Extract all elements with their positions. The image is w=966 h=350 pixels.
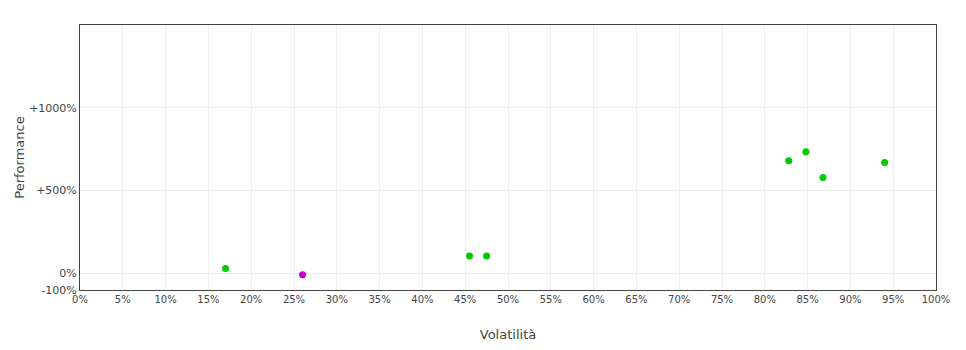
svg-text:70%: 70% <box>668 294 690 305</box>
svg-text:90%: 90% <box>839 294 861 305</box>
svg-text:+1000%: +1000% <box>29 102 77 115</box>
svg-text:45%: 45% <box>454 294 476 305</box>
svg-text:55%: 55% <box>540 294 562 305</box>
svg-text:30%: 30% <box>326 294 348 305</box>
svg-text:0%: 0% <box>59 267 76 280</box>
svg-text:10%: 10% <box>154 294 176 305</box>
svg-text:80%: 80% <box>754 294 776 305</box>
svg-text:35%: 35% <box>368 294 390 305</box>
svg-text:65%: 65% <box>625 294 647 305</box>
svg-text:60%: 60% <box>582 294 604 305</box>
svg-text:Performance: Performance <box>12 116 27 198</box>
svg-text:5%: 5% <box>115 294 131 305</box>
svg-text:25%: 25% <box>283 294 305 305</box>
svg-text:95%: 95% <box>882 294 904 305</box>
svg-text:85%: 85% <box>796 294 818 305</box>
svg-text:+500%: +500% <box>36 184 77 197</box>
svg-text:75%: 75% <box>711 294 733 305</box>
svg-text:-100%: -100% <box>41 284 76 297</box>
svg-text:Volatilità: Volatilità <box>480 327 536 342</box>
svg-text:0%: 0% <box>72 294 88 305</box>
svg-text:100%: 100% <box>922 294 951 305</box>
svg-text:15%: 15% <box>197 294 219 305</box>
svg-text:40%: 40% <box>411 294 433 305</box>
svg-text:50%: 50% <box>497 294 519 305</box>
svg-text:20%: 20% <box>240 294 262 305</box>
